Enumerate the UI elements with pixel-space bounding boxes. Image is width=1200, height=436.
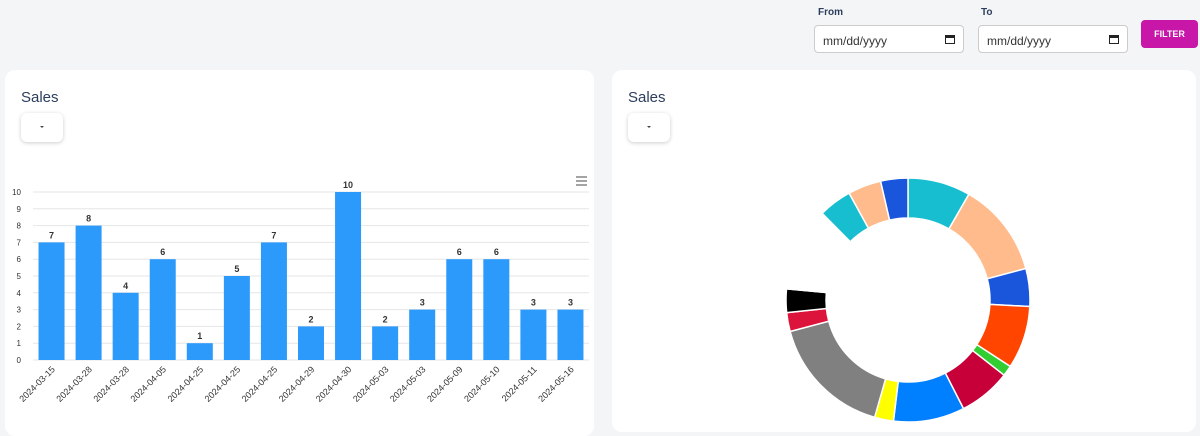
card: Sales [612,70,1196,432]
to-input[interactable]: mm/dd/yyyy [978,25,1128,53]
x-tick-label: 2024-05-03 [351,364,391,404]
filter-button[interactable]: FILTER [1141,20,1198,48]
x-tick-label: 2024-05-09 [425,364,465,404]
menu-icon[interactable] [576,176,587,186]
data-label: 2 [308,314,313,324]
x-tick-label: 2024-05-11 [500,364,539,403]
bar [38,242,65,360]
dropdown[interactable] [628,113,670,142]
bar [409,309,436,360]
y-tick-label: 7 [17,238,22,247]
calendar-icon [945,35,955,44]
bar [520,309,547,360]
bar [149,259,176,360]
bar [223,276,250,360]
data-label: 6 [494,247,499,257]
placeholder: mm/dd/yyyy [987,34,1052,48]
donut-slice [789,320,887,419]
from-label: From [818,7,843,18]
bar [298,326,324,360]
bar [260,242,287,360]
y-tick-label: 8 [17,222,22,231]
y-tick-label: 9 [17,205,22,214]
bar [75,225,102,360]
donut-slice [879,177,909,221]
bar [557,309,584,360]
x-tick-label: 2024-04-25 [166,364,206,404]
bar [372,326,399,360]
x-tick-label: 2024-04-05 [129,364,169,404]
x-tick-label: 2024-03-28 [91,364,131,404]
calendar-icon [1109,35,1119,44]
x-tick-label: 2024-05-10 [462,364,502,404]
bar-chart: 0 1 2 3 4 5 6 7 8 9 10 7 2024-03-15 8 2024-03-28 4 2024-… [12,176,589,404]
y-tick-label: 4 [17,289,22,298]
x-tick-label: 2024-04-25 [240,364,280,404]
data-label: 1 [197,331,202,341]
y-tick-label: 10 [12,188,21,197]
dropdown[interactable] [21,113,63,142]
placeholder: mm/dd/yyyy [823,34,888,48]
x-tick-label: 2024-04-29 [277,364,317,404]
to-label: To [981,7,993,18]
y-tick-label: 5 [17,272,22,281]
donut-chart [785,177,1031,423]
x-tick-label: 2024-05-16 [536,364,576,404]
bar [335,192,362,360]
y-tick-label: 6 [17,255,22,264]
card: Sales 0 1 2 3 4 5 6 7 8 9 10 7 2024-03-15 8 2024-03-28… [5,70,594,436]
card-title: Sales [21,89,59,106]
x-tick-label: 2024-03-28 [54,364,94,404]
data-label: 8 [86,214,91,224]
y-tick-label: 0 [17,356,22,365]
bar [186,343,213,360]
data-label: 7 [271,230,276,240]
bar [483,259,510,360]
data-label: 10 [343,180,353,190]
x-tick-label: 2024-04-30 [314,364,354,404]
data-label: 3 [531,298,536,308]
data-label: 4 [123,281,128,291]
x-tick-label: 2024-05-03 [388,364,428,404]
data-label: 6 [160,247,165,257]
y-tick-label: 3 [17,306,22,315]
y-tick-label: 1 [17,339,22,348]
x-tick-label: 2024-03-15 [17,364,57,404]
card-title: Sales [628,89,666,106]
data-label: 7 [49,230,54,240]
data-label: 3 [568,298,573,308]
data-label: 5 [234,264,239,274]
data-label: 2 [383,314,388,324]
data-label: 6 [457,247,462,257]
data-label: 3 [420,298,425,308]
bar [446,259,473,360]
x-tick-label: 2024-04-25 [203,364,243,404]
bar [112,292,139,360]
y-tick-label: 2 [17,322,22,331]
from-input[interactable]: mm/dd/yyyy [814,25,964,53]
